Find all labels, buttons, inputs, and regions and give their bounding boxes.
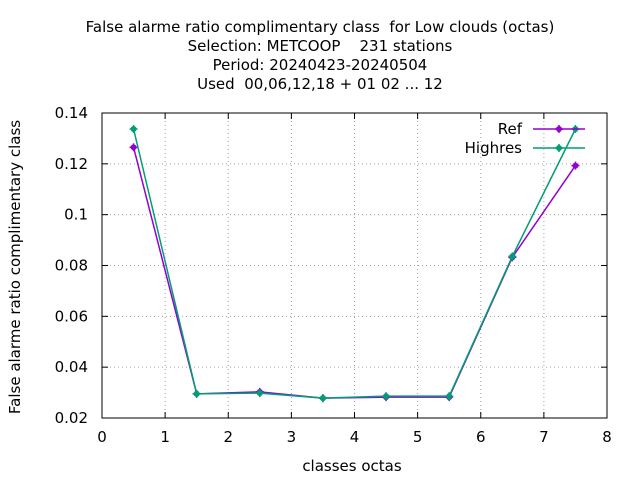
data-point (445, 392, 454, 401)
series-highres (129, 125, 580, 403)
data-point (382, 392, 391, 401)
title-line-3: Period: 20240423-20240504 (212, 56, 428, 74)
x-tick-label: 4 (350, 428, 360, 446)
y-axis-label: False alarme ratio complimentary class (6, 120, 24, 414)
x-tick-label: 1 (160, 428, 170, 446)
legend-label: Ref (498, 120, 523, 138)
x-tick-label: 3 (287, 428, 297, 446)
y-tick-label: 0.12 (55, 155, 88, 173)
x-tick-label: 2 (223, 428, 233, 446)
legend-label: Highres (465, 139, 523, 157)
data-point (318, 394, 327, 403)
data-point (129, 125, 138, 134)
x-tick-label: 0 (97, 428, 107, 446)
y-tick-label: 0.06 (55, 307, 88, 325)
x-tick-label: 8 (602, 428, 612, 446)
legend-entry-ref: Ref (498, 120, 585, 138)
chart-title: False alarme ratio complimentary class f… (0, 18, 640, 94)
series-line (132, 128, 577, 399)
x-tick-label: 6 (476, 428, 486, 446)
series-group (129, 125, 580, 403)
data-point (129, 143, 138, 152)
data-point (192, 389, 201, 398)
series-ref (129, 143, 580, 403)
x-tick-label: 5 (413, 428, 423, 446)
data-point (555, 125, 563, 133)
title-line-2: Selection: METCOOP 231 stations (187, 37, 453, 55)
y-tick-label: 0.02 (55, 409, 88, 427)
grid (102, 113, 607, 418)
x-tick-label: 7 (539, 428, 549, 446)
series-line (132, 147, 577, 399)
legend-entry-highres: Highres (465, 139, 585, 157)
data-point (255, 389, 264, 398)
data-point (555, 144, 563, 152)
x-axis-label: classes octas (302, 457, 402, 475)
data-point (508, 252, 517, 261)
title-line-1: False alarme ratio complimentary class f… (85, 18, 555, 36)
data-point (571, 161, 580, 170)
title-line-4: Used 00,06,12,18 + 01 02 ... 12 (197, 75, 443, 93)
y-tick-label: 0.1 (64, 206, 88, 224)
y-tick-label: 0.14 (55, 104, 88, 122)
y-tick-label: 0.04 (55, 358, 88, 376)
axes: 0 1 2 3 4 5 6 7 8 0.02 0.04 0.06 0.08 0.1 0.12 0.14 (55, 104, 612, 446)
y-tick-label: 0.08 (55, 257, 88, 275)
